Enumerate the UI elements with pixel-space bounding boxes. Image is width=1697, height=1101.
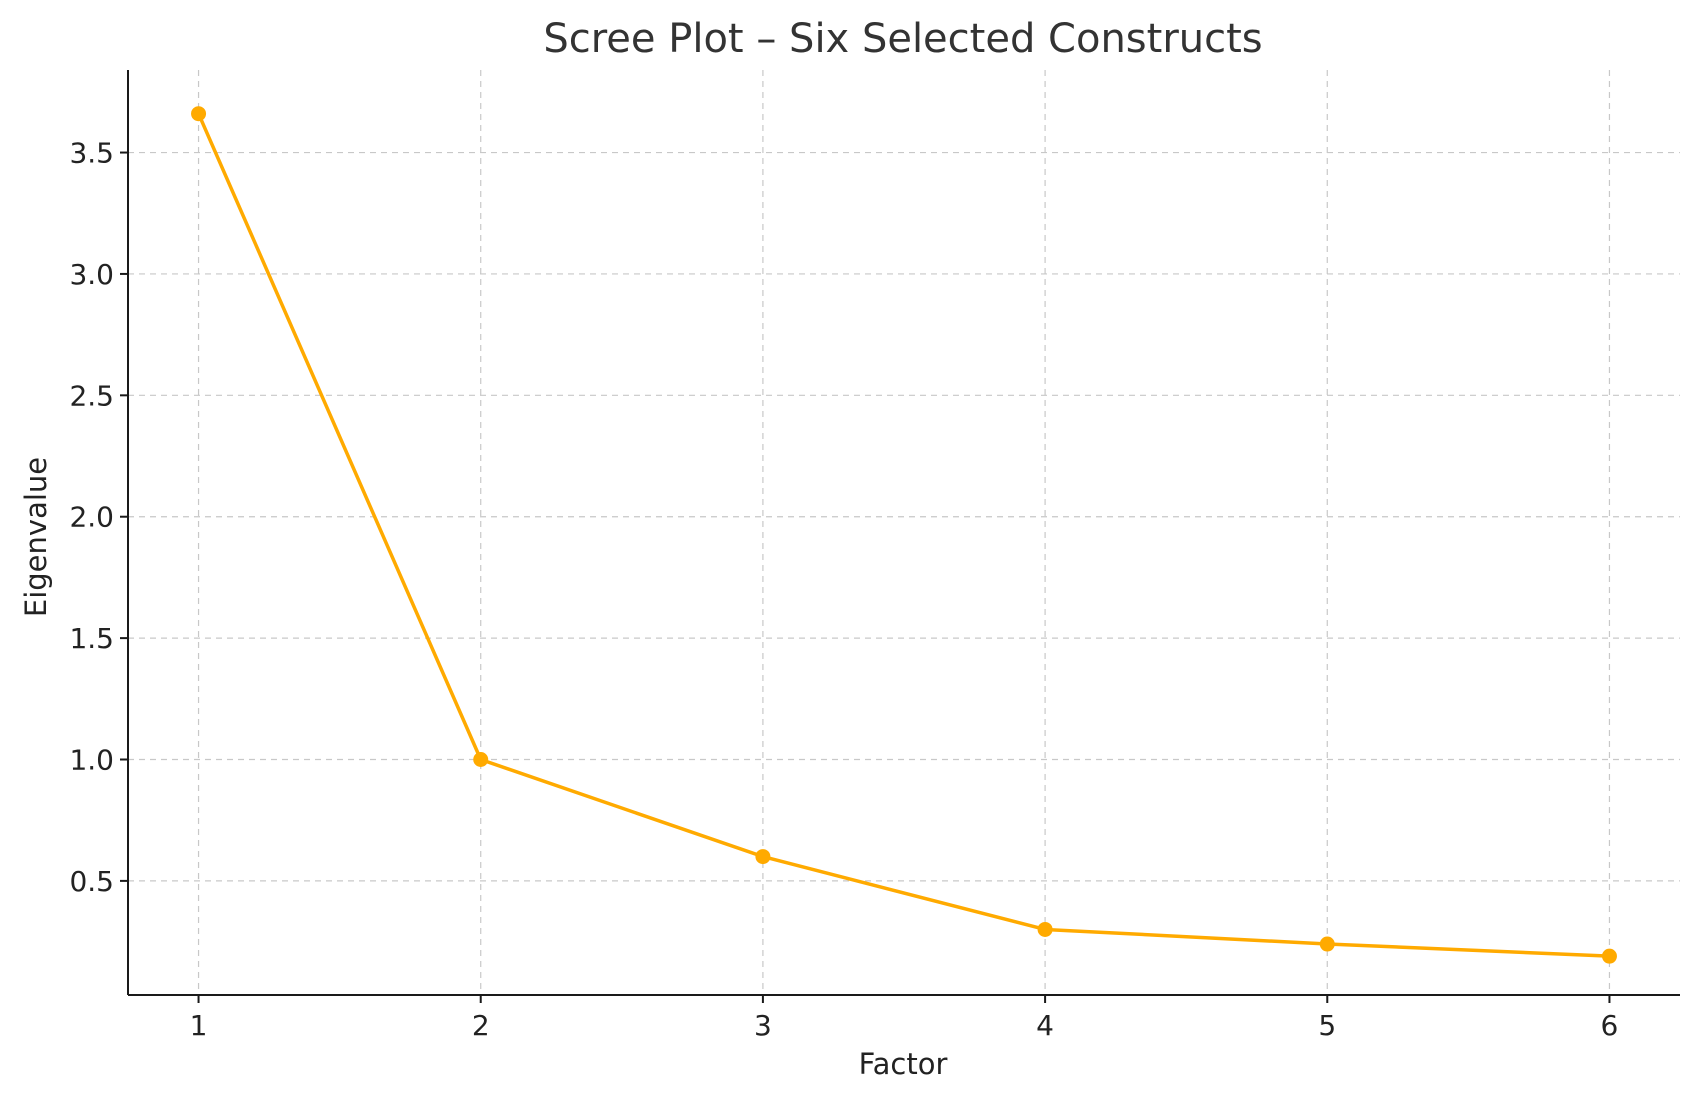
x-tick-label: 3 xyxy=(754,1009,772,1042)
series-line xyxy=(196,111,1612,958)
y-tick-label: 1.5 xyxy=(69,622,114,655)
x-axis-label: Factor xyxy=(859,1047,948,1081)
y-tick-label: 1.0 xyxy=(69,744,114,777)
ticks: 1 2 3 4 5 6 0.5 1.0 1.5 2.0 2.5 3.0 3.5 xyxy=(69,137,1618,1042)
x-tick-label: 1 xyxy=(190,1009,208,1042)
y-tick-label: 3.0 xyxy=(69,258,114,291)
chart-title: Scree Plot – Six Selected Constructs xyxy=(543,16,1262,62)
data-point xyxy=(1601,948,1617,964)
y-tick-label: 2.5 xyxy=(69,379,114,412)
x-tick-label: 2 xyxy=(472,1009,490,1042)
x-tick-label: 5 xyxy=(1318,1009,1336,1042)
x-tick-label: 6 xyxy=(1601,1009,1619,1042)
data-point xyxy=(191,106,207,122)
data-point xyxy=(473,752,489,768)
series xyxy=(191,106,1617,964)
data-point xyxy=(755,849,771,865)
grid xyxy=(128,70,1680,995)
y-axis-label: Eigenvalue xyxy=(19,457,53,617)
y-tick-label: 3.5 xyxy=(69,137,114,170)
data-point xyxy=(1037,921,1053,937)
y-tick-label: 2.0 xyxy=(69,501,114,534)
axes xyxy=(127,70,1680,996)
y-tick-label: 0.5 xyxy=(69,865,114,898)
data-point xyxy=(1319,936,1335,952)
x-tick-label: 4 xyxy=(1036,1009,1054,1042)
